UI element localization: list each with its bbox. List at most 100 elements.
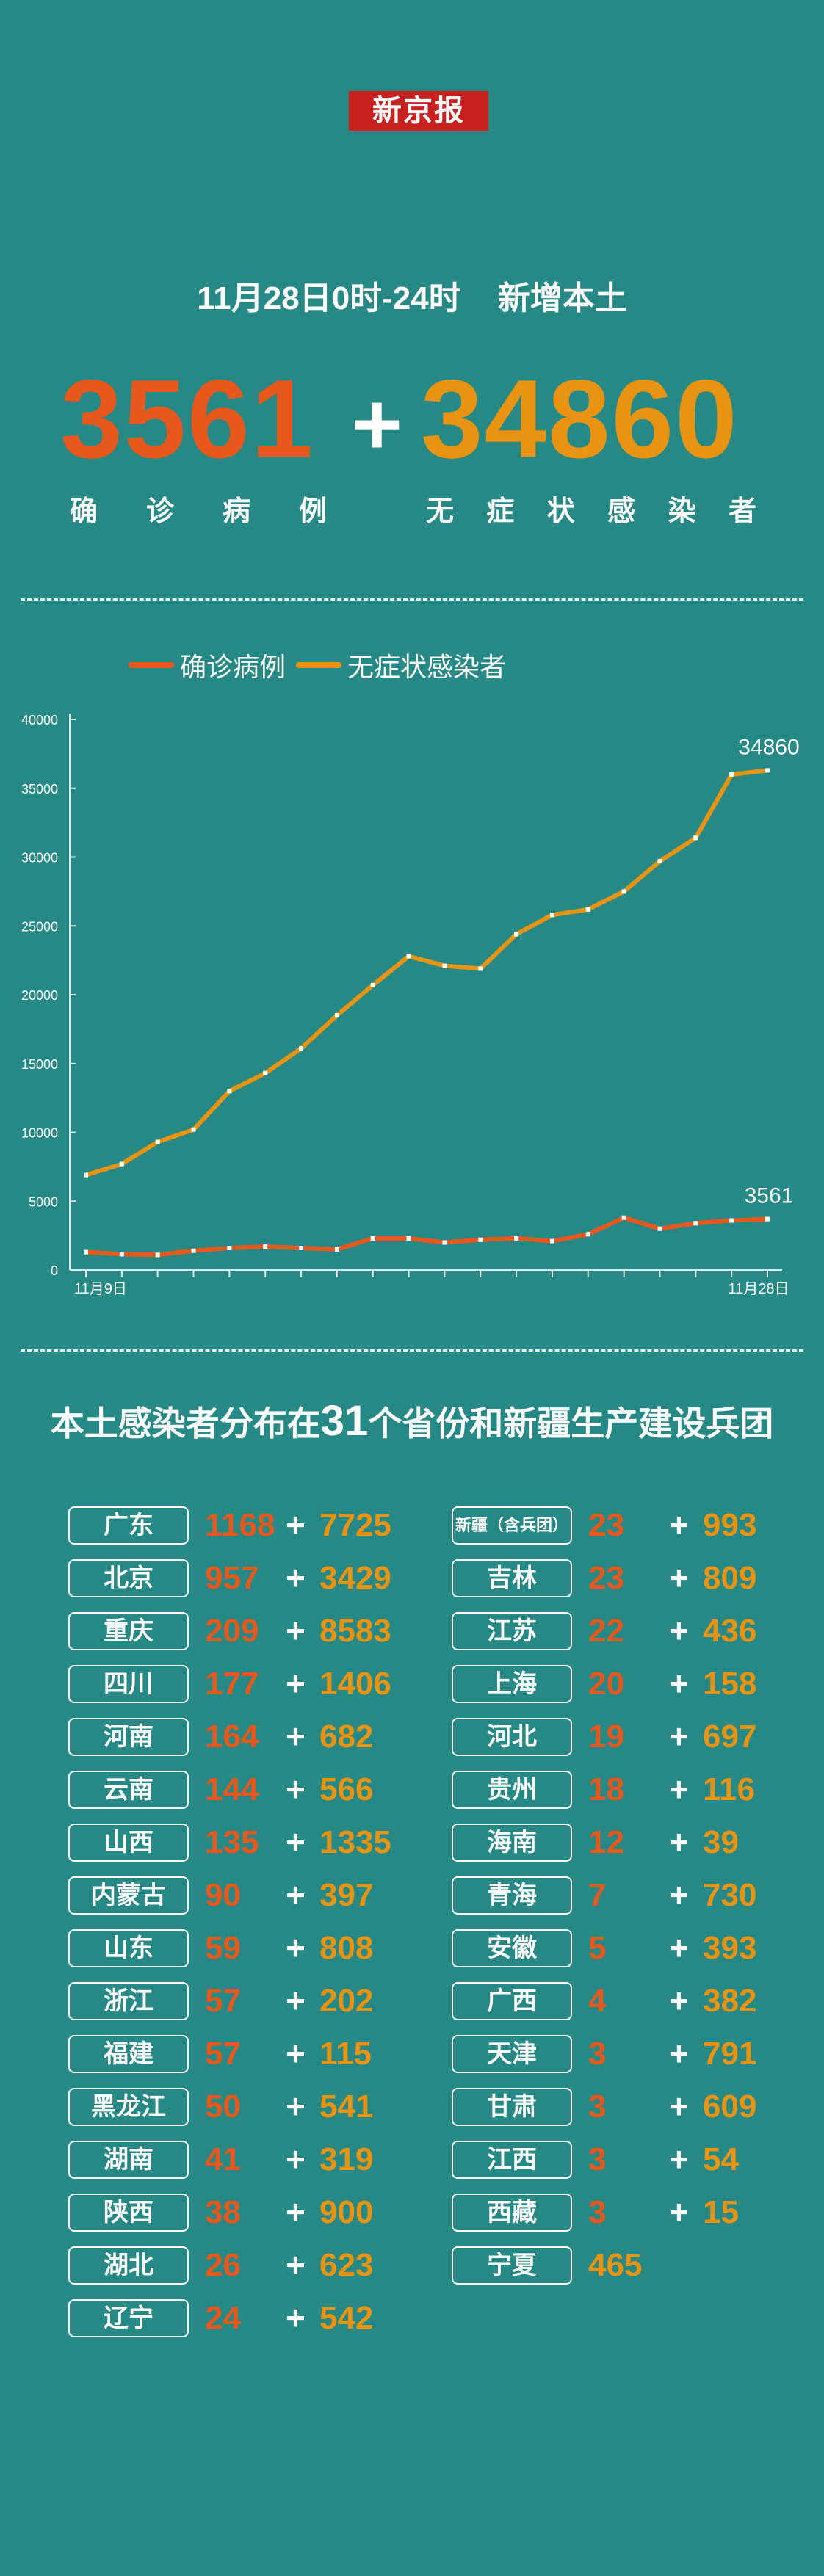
province-row: 辽宁 24 +542 — [68, 2299, 377, 2340]
province-row: 福建 57 +115 — [68, 2035, 377, 2076]
province-row: 青海 7 +730 — [452, 1876, 760, 1918]
plus-sign: + — [286, 2140, 306, 2178]
y-tick-label: 40000 — [21, 713, 58, 728]
plus-sign: + — [669, 1981, 689, 2020]
province-asymptomatic: 3429 — [319, 1560, 391, 1596]
province-confirmed: 59 — [205, 1930, 241, 1966]
data-point — [549, 913, 554, 918]
province-asymptomatic: 1406 — [319, 1666, 391, 1702]
data-point — [299, 1246, 304, 1250]
plus-sign: + — [669, 1770, 689, 1808]
data-point — [84, 1249, 88, 1255]
caption-char: 确 — [70, 496, 98, 527]
data-point — [729, 1218, 734, 1223]
plus-sign: + — [669, 1717, 689, 1755]
caption-char: 症 — [486, 496, 515, 527]
province-name: 山西 — [68, 1824, 189, 1862]
asymptomatic-caption: 无症状 感 染 者 — [426, 488, 756, 529]
province-name: 黑龙江 — [68, 2088, 189, 2126]
legend-label-confirmed: 确诊病例 — [180, 652, 286, 682]
province-name: 吉林 — [452, 1559, 572, 1597]
data-point — [478, 1237, 483, 1242]
province-row: 山西 135 +1335 — [68, 1824, 391, 1865]
plus-sign: + — [286, 1664, 306, 1702]
data-point — [370, 1236, 375, 1241]
y-tick-label: 35000 — [21, 782, 58, 797]
province-row: 新疆（含兵团） 23 +993 — [452, 1506, 760, 1548]
province-row: 河北 19 +697 — [452, 1718, 760, 1759]
plus-sign: + — [669, 1506, 689, 1544]
legend-label-asymptomatic: 无症状感染者 — [347, 652, 507, 682]
province-asymptomatic: 682 — [319, 1719, 374, 1755]
province-row: 山东 59 +808 — [68, 1929, 377, 1970]
province-confirmed: 23 — [588, 1507, 624, 1543]
province-asymptomatic: 809 — [703, 1560, 757, 1596]
plus-sign: + — [669, 1559, 689, 1597]
province-name: 广西 — [452, 1982, 572, 2020]
province-name: 河北 — [452, 1718, 572, 1756]
data-point — [263, 1244, 268, 1249]
caption-char: 病 — [222, 496, 250, 527]
province-confirmed: 957 — [205, 1560, 259, 1596]
province-confirmed: 1168 — [205, 1507, 275, 1543]
data-point — [119, 1252, 124, 1257]
plus-sign: + — [286, 1876, 306, 1914]
caption-char: 例 — [298, 496, 327, 527]
province-row: 江苏 22 +436 — [452, 1612, 760, 1653]
data-point — [478, 966, 483, 971]
plus-sign: + — [351, 375, 403, 474]
data-point — [693, 835, 698, 841]
province-confirmed: 3 — [588, 2141, 607, 2177]
province-asymptomatic: 697 — [703, 1719, 757, 1755]
province-confirmed: 5 — [588, 1930, 607, 1966]
y-tick-label: 15000 — [21, 1057, 58, 1072]
data-point — [442, 1240, 447, 1245]
province-name: 新疆（含兵团） — [452, 1506, 572, 1545]
province-asymptomatic: 319 — [319, 2141, 374, 2177]
data-point — [514, 1236, 519, 1241]
province-asymptomatic: 397 — [319, 1877, 374, 1913]
divider-bottom — [21, 1349, 803, 1352]
end-label-asymptomatic: 34860 — [738, 735, 799, 759]
legend-confirmed: 确诊病例 — [129, 646, 286, 684]
province-name: 内蒙古 — [68, 1876, 189, 1915]
province-asymptomatic: 730 — [703, 1877, 757, 1913]
province-confirmed: 90 — [205, 1877, 241, 1913]
data-point — [657, 1226, 662, 1231]
province-name: 云南 — [68, 1771, 189, 1809]
caption-char: 感 — [607, 496, 636, 527]
province-name: 广东 — [68, 1506, 189, 1545]
y-tick-label: 10000 — [21, 1126, 58, 1141]
plus-sign: + — [286, 2299, 306, 2337]
plus-sign: + — [286, 1559, 306, 1597]
caption-char: 染 — [668, 496, 696, 527]
province-row: 黑龙江 50 +541 — [68, 2088, 377, 2129]
province-name: 河南 — [68, 1718, 189, 1756]
y-tick-label: 5000 — [29, 1194, 58, 1209]
province-row: 重庆 209 +8583 — [68, 1612, 391, 1653]
province-name: 天津 — [452, 2035, 572, 2073]
date-range: 11月28日0时-24时 — [197, 280, 461, 316]
province-confirmed: 12 — [588, 1824, 624, 1860]
province-name: 辽宁 — [68, 2299, 189, 2337]
data-point — [765, 768, 770, 773]
province-confirmed: 164 — [205, 1719, 259, 1755]
province-asymptomatic: 393 — [703, 1930, 757, 1966]
data-point — [406, 1236, 411, 1241]
province-asymptomatic: 202 — [319, 1983, 374, 2019]
province-asymptomatic: 1335 — [319, 1824, 391, 1860]
distribution-title-number: 31 — [320, 1397, 369, 1445]
data-point — [406, 954, 411, 959]
data-point — [657, 859, 662, 864]
province-asymptomatic: 8583 — [319, 1613, 391, 1649]
province-row: 宁夏 465 — [452, 2246, 760, 2287]
plus-sign: + — [286, 2087, 306, 2125]
province-confirmed: 7 — [588, 1877, 607, 1913]
province-confirmed: 177 — [205, 1666, 259, 1702]
series-line-confirmed — [84, 1215, 770, 1258]
province-name: 浙江 — [68, 1982, 189, 2020]
province-name: 湖南 — [68, 2141, 189, 2179]
province-name: 安徽 — [452, 1929, 572, 1967]
data-point — [585, 907, 590, 912]
province-name: 甘肃 — [452, 2088, 572, 2126]
